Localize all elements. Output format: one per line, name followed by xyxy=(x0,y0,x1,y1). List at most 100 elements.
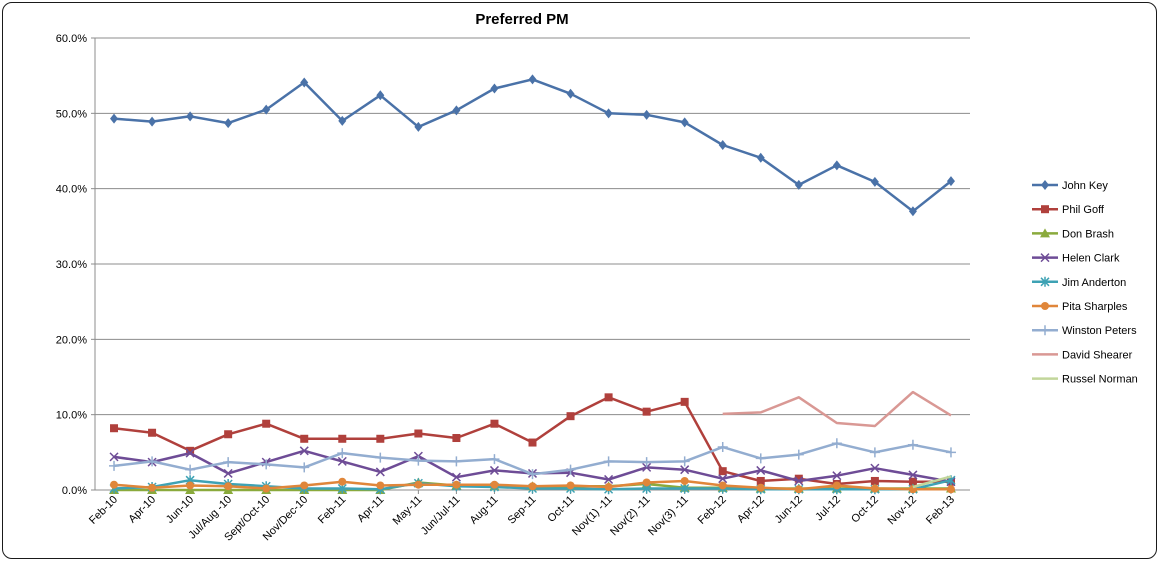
data-point xyxy=(300,481,309,490)
data-point xyxy=(756,476,765,485)
legend-entry: Helen Clark xyxy=(1032,253,1120,265)
x-tick-label: Jun-12 xyxy=(773,494,805,526)
data-point xyxy=(907,439,918,450)
legend-entry: Phil Goff xyxy=(1032,204,1105,216)
data-point xyxy=(262,484,271,493)
y-tick-label: 30.0% xyxy=(56,259,87,271)
data-point xyxy=(604,474,614,484)
data-point xyxy=(832,160,841,171)
data-point xyxy=(489,465,499,475)
data-point xyxy=(452,105,461,116)
data-point xyxy=(110,480,119,489)
data-point xyxy=(604,482,613,491)
data-point xyxy=(528,438,537,447)
data-point xyxy=(908,470,918,480)
data-point xyxy=(717,442,728,453)
data-point xyxy=(1041,302,1049,310)
data-point xyxy=(718,139,727,150)
data-point xyxy=(794,485,803,494)
data-point xyxy=(1041,205,1049,214)
legend-label: Winston Peters xyxy=(1062,325,1137,337)
data-point xyxy=(1040,228,1050,238)
x-tick-label: Feb-11 xyxy=(316,494,349,527)
data-point xyxy=(337,448,348,459)
x-tick-label: Apr-12 xyxy=(735,494,767,526)
data-point xyxy=(224,482,233,491)
legend-label: Don Brash xyxy=(1062,228,1114,240)
legend-label: Helen Clark xyxy=(1062,253,1120,265)
x-tick-label: Jun/Jul-11 xyxy=(419,494,463,538)
x-tick-label: Nov(2) -11 xyxy=(608,494,653,539)
data-point xyxy=(338,434,347,443)
series-line xyxy=(722,390,952,428)
data-point xyxy=(566,412,575,421)
data-point xyxy=(1040,325,1050,336)
data-point xyxy=(870,176,879,187)
data-point xyxy=(489,454,500,465)
data-point xyxy=(869,447,880,458)
data-point xyxy=(1040,276,1050,287)
data-point xyxy=(376,90,385,101)
data-point xyxy=(376,434,385,443)
data-point xyxy=(908,477,917,486)
data-point xyxy=(375,467,385,477)
data-point xyxy=(452,434,461,443)
legend-entry: David Shearer xyxy=(1032,349,1133,361)
data-point xyxy=(300,77,309,88)
y-tick-label: 50.0% xyxy=(56,108,87,120)
data-point xyxy=(262,104,271,115)
data-point xyxy=(414,429,423,438)
data-point xyxy=(946,485,955,494)
series-david-shearer xyxy=(722,390,952,428)
series-john-key xyxy=(110,74,955,217)
data-point xyxy=(110,424,119,433)
series-line xyxy=(912,475,952,489)
data-point xyxy=(452,480,461,489)
data-point xyxy=(679,456,690,467)
y-axis: 0.0% 10.0% 20.0% 30.0% 40.0% 50.0% 60.0% xyxy=(56,33,96,497)
x-tick-label: Nov(1) -11 xyxy=(570,494,615,539)
legend-entry: John Key xyxy=(1032,180,1108,192)
data-point xyxy=(680,117,689,128)
data-point xyxy=(147,456,158,467)
data-point xyxy=(109,460,120,471)
data-point xyxy=(451,472,461,482)
x-tick-label: Jul-12 xyxy=(813,494,843,524)
data-point xyxy=(642,478,651,487)
data-point xyxy=(756,152,765,163)
data-point xyxy=(718,481,727,490)
data-point xyxy=(338,115,347,126)
data-point xyxy=(870,476,879,485)
legend-label: Phil Goff xyxy=(1062,204,1105,216)
data-point xyxy=(527,469,538,480)
data-point xyxy=(718,474,728,484)
data-point xyxy=(299,446,309,456)
legend: John Key Phil Goff Don Brash Helen Clark Jim… xyxy=(1032,180,1138,386)
data-point xyxy=(376,481,385,490)
x-tick-label: Oct-12 xyxy=(849,494,881,526)
data-point xyxy=(337,456,347,466)
data-point xyxy=(185,448,195,458)
series-winston-peters xyxy=(109,438,956,480)
data-point xyxy=(831,438,842,449)
data-point xyxy=(945,447,956,458)
data-point xyxy=(604,108,613,119)
data-point xyxy=(642,462,652,472)
data-point xyxy=(224,118,233,129)
data-point xyxy=(224,430,233,439)
data-point xyxy=(413,455,424,466)
x-tick-label: Oct-11 xyxy=(545,494,576,525)
x-tick-label: Feb-13 xyxy=(924,494,957,527)
data-point xyxy=(566,88,575,99)
data-point xyxy=(604,393,613,402)
data-point xyxy=(300,434,309,443)
data-point xyxy=(755,453,766,464)
series-layer xyxy=(109,74,956,495)
data-point xyxy=(223,468,233,478)
data-point xyxy=(832,471,842,481)
data-point xyxy=(680,476,689,485)
data-point xyxy=(793,449,804,460)
